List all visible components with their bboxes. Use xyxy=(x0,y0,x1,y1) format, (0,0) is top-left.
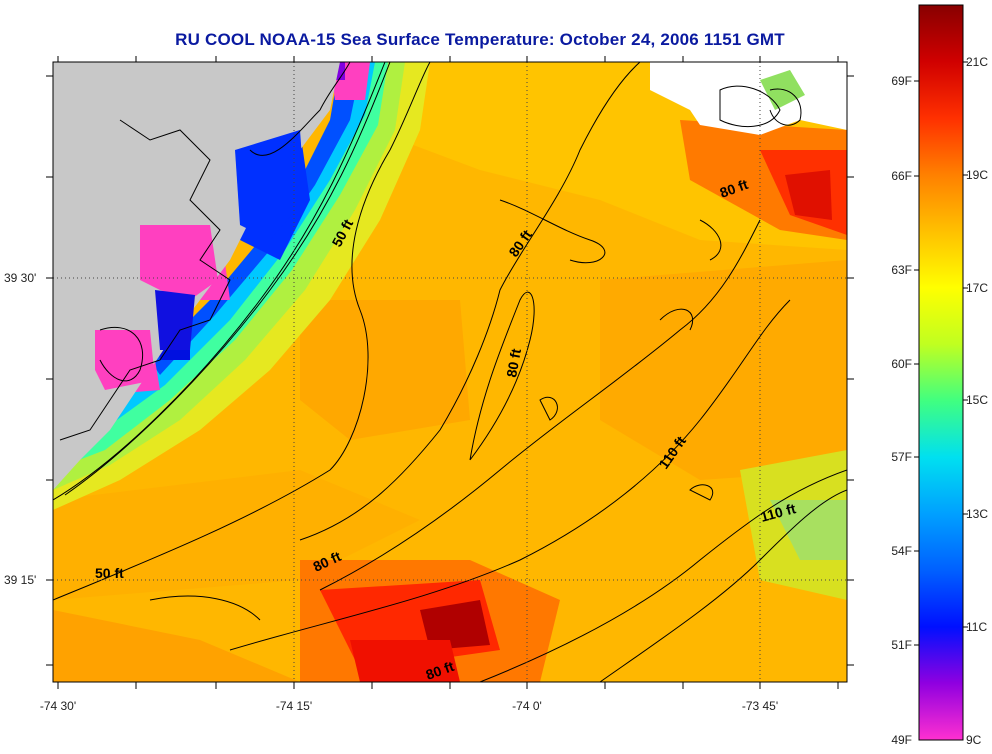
contour-label-50ft-south: 50 ft xyxy=(95,565,124,581)
land-overlay-blue-2 xyxy=(155,290,195,350)
coastline-contours xyxy=(53,62,847,682)
grid-lines xyxy=(53,62,847,682)
no-data-region xyxy=(650,62,847,135)
land-overlay-pink xyxy=(140,225,218,300)
land-overlay-blue xyxy=(235,130,305,240)
y-tick-label-2: 39 15' xyxy=(4,573,36,587)
x-tick-label-3: -74 0' xyxy=(512,699,542,713)
y-tick-label-1: 39 30' xyxy=(4,271,36,285)
x-tick-label-4: -73 45' xyxy=(742,699,778,713)
map-title: RU COOL NOAA-15 Sea Surface Temperature:… xyxy=(175,30,785,49)
land-overlay-pink-2 xyxy=(95,330,155,390)
axis-ticks xyxy=(46,56,854,689)
x-tick-label-1: -74 30' xyxy=(40,699,76,713)
contour-label-80ft-mid: 80 ft xyxy=(503,347,524,378)
no-data-green-pixels xyxy=(760,70,805,110)
x-tick-label-2: -74 15' xyxy=(276,699,312,713)
